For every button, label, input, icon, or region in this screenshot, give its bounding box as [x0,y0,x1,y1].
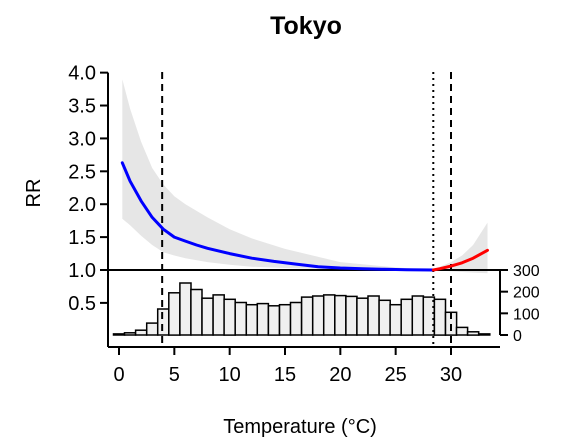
histogram-tick-label: 200 [513,285,540,302]
histogram-bar [179,282,192,336]
x-tick-label: 25 [385,364,407,386]
chart-title: Tokyo [270,12,342,40]
x-axis-label: Temperature (°C) [223,416,377,438]
histogram-bar [223,298,236,336]
histogram-bar [245,303,259,336]
histogram-bar [356,297,369,336]
histogram-bar [334,294,347,336]
histogram-bar [190,288,203,336]
histogram [112,282,491,336]
x-tick-label: 5 [169,364,180,386]
y-axis-label: RR [23,179,45,208]
histogram-bar [422,296,436,336]
histogram-bar [278,303,292,336]
histogram-bar [134,329,148,336]
y-tick-label: 0.5 [68,293,96,315]
histogram-bar [145,322,159,336]
x-tick-label: 15 [274,364,296,386]
curves [120,161,489,272]
histogram-bar [300,296,314,336]
histogram-bar [256,302,270,336]
axes: 1.01.52.02.53.03.54.00.50 5 10 15 20 25 300100… [68,63,540,386]
heat-curve [431,248,489,272]
histogram-tick-label: 100 [513,306,540,323]
histogram-bar [433,298,447,336]
histogram-bar [345,295,358,336]
y-tick-label: 4.0 [68,63,96,85]
histogram-bar [322,294,336,336]
histogram-bar [466,331,480,336]
histogram-bar [212,294,225,336]
histogram-bar [201,297,214,336]
histogram-tick-label: 0 [513,328,522,345]
histogram-bar [123,332,137,336]
histogram-bar [234,301,248,336]
histogram-bar [477,333,491,336]
histogram-bar [156,308,170,336]
y-tick-label: 1.0 [68,260,96,282]
y-tick-label: 2.5 [68,161,96,183]
histogram-bar [400,298,414,336]
histogram-bar [455,326,469,336]
x-tick-label: 30 [440,364,462,386]
histogram-bar [389,303,402,336]
ci-band [122,79,488,274]
x-tick-label: 10 [219,364,241,386]
y-tick-label: 3.0 [68,128,96,150]
histogram-bar [311,295,325,336]
histogram-bar [267,305,281,336]
y-tick-label: 3.5 [68,96,96,118]
histogram-tick-label: 300 [513,263,540,280]
histogram-bar [378,299,391,336]
y-tick-label: 2.0 [68,194,96,216]
y-tick-label: 1.5 [68,227,96,249]
confidence-band [122,79,488,274]
histogram-bar [411,295,425,336]
x-tick-label: 0 [113,364,124,386]
histogram-bar [112,333,126,336]
histogram-bar [289,301,303,336]
histogram-bar [168,292,181,336]
histogram-bar [367,295,380,336]
cold-curve [120,161,435,272]
x-tick-label: 20 [329,364,351,386]
